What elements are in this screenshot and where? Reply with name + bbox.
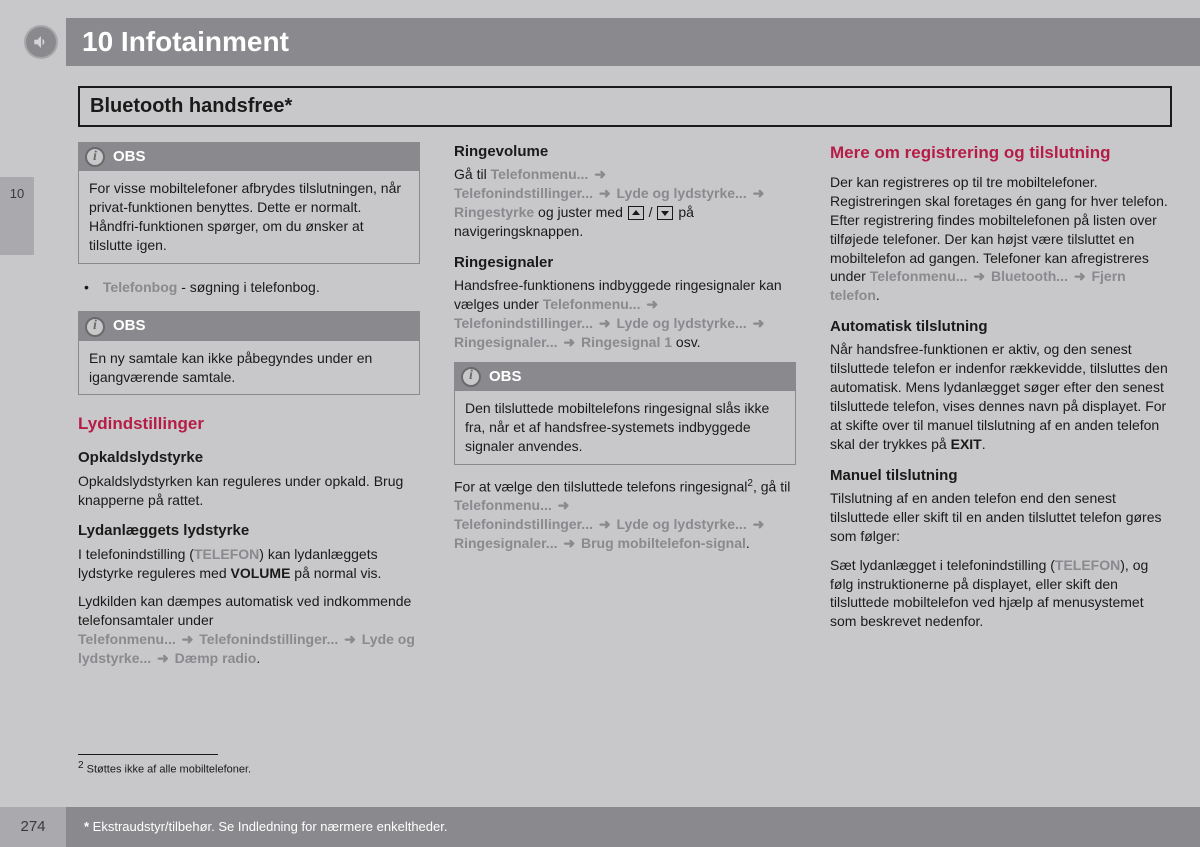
info-icon: i [461,367,481,387]
footnote: 2 Støttes ikke af alle mobiltelefoner. [78,734,251,778]
column-3: Mere om registrering og tilslutning Der … [830,142,1172,678]
sub-heading: Opkaldslydstyrke [78,448,420,468]
bullet-item: • Telefonbog - søgning i telefonbog. [84,278,420,298]
column-1: i OBS For visse mobiltelefoner afbrydes … [78,142,420,678]
chapter-header: 10 Infotainment [66,18,1200,66]
info-icon: i [85,147,105,167]
section-heading: Lydindstillinger [78,413,420,436]
section-title-box: Bluetooth handsfree* [78,86,1172,127]
page-number: 274 [0,807,66,847]
paragraph: Opkaldslydstyrken kan reguleres under op… [78,472,420,510]
paragraph: Når handsfree-funktionen er aktiv, og de… [830,340,1172,453]
paragraph: Lydkilden kan dæmpes automatisk ved indk… [78,592,420,668]
obs-label: OBS [113,147,146,167]
sub-heading: Manuel tilslutning [830,466,1172,486]
section-title: Bluetooth handsfree* [90,95,292,117]
obs-label: OBS [113,316,146,336]
arrow-icon: ➜ [595,315,615,331]
speaker-icon [24,25,58,59]
arrow-icon: ➜ [559,535,579,551]
arrow-icon: ➜ [340,631,360,647]
bullet-dot: • [84,278,89,298]
arrow-icon: ➜ [1070,268,1090,284]
arrow-icon: ➜ [749,516,765,532]
paragraph: Der kan registreres op til tre mobiltele… [830,173,1172,305]
column-2: Ringevolume Gå til Telefonmenu... ➜ Tele… [454,142,796,678]
paragraph: Gå til Telefonmenu... ➜ Telefonindstilli… [454,165,796,241]
sub-heading: Lydanlæggets lydstyrke [78,521,420,541]
obs-header: i OBS [79,312,419,340]
arrow-icon: ➜ [554,497,570,513]
arrow-icon: ➜ [590,166,606,182]
arrow-icon: ➜ [178,631,198,647]
arrow-icon: ➜ [642,296,658,312]
obs-header: i OBS [79,143,419,171]
obs-body: En ny samtale kan ikke påbegyndes under … [79,341,419,395]
arrow-icon: ➜ [595,516,615,532]
nav-down-icon [657,206,673,220]
info-icon: i [85,317,105,337]
obs-label: OBS [489,367,522,387]
footer: 274 * Ekstraudstyr/tilbehør. Se Indledni… [0,807,1200,847]
footer-text: * Ekstraudstyr/tilbehør. Se Indledning f… [66,818,447,836]
chapter-title: 10 Infotainment [82,23,289,61]
obs-body: Den tilsluttede mobiltelefons ringesigna… [455,391,795,464]
obs-box: i OBS En ny samtale kan ikke påbegyndes … [78,311,420,395]
obs-box: i OBS For visse mobiltelefoner afbrydes … [78,142,420,264]
arrow-icon: ➜ [749,185,765,201]
side-tab: 10 [0,177,34,255]
arrow-icon: ➜ [559,334,579,350]
paragraph: Handsfree-funktionens indbyggede ringesi… [454,276,796,352]
arrow-icon: ➜ [749,315,765,331]
content-columns: i OBS For visse mobiltelefoner afbrydes … [78,142,1172,678]
obs-header: i OBS [455,363,795,391]
paragraph: I telefonindstilling (TELEFON) kan lydan… [78,545,420,583]
sub-heading: Ringevolume [454,142,796,162]
sub-heading: Ringesignaler [454,253,796,273]
footnote-rule [78,754,218,755]
sub-heading: Automatisk tilslutning [830,317,1172,337]
bullet-text: Telefonbog - søgning i telefonbog. [103,278,320,298]
paragraph: For at vælge den tilsluttede telefons ri… [454,477,796,553]
section-heading: Mere om registrering og tilslutning [830,142,1172,165]
obs-body: For visse mobiltelefoner afbrydes tilslu… [79,171,419,263]
obs-box: i OBS Den tilsluttede mobiltelefons ring… [454,362,796,465]
arrow-icon: ➜ [969,268,989,284]
nav-up-icon [628,206,644,220]
paragraph: Sæt lydanlægget i telefonindstilling (TE… [830,556,1172,632]
paragraph: Tilslutning af en anden telefon end den … [830,489,1172,546]
arrow-icon: ➜ [595,185,615,201]
arrow-icon: ➜ [153,650,173,666]
